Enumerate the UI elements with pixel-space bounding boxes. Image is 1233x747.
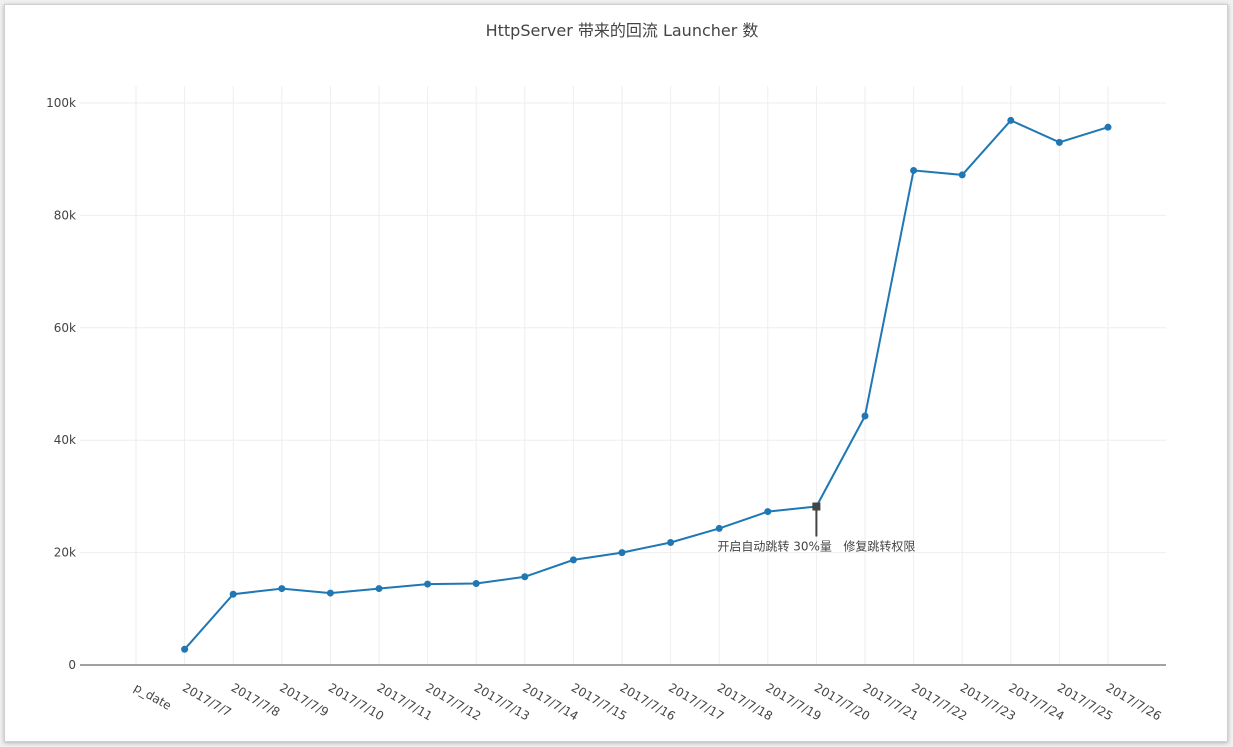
data-point	[569, 556, 577, 564]
gridlines	[80, 86, 1166, 665]
x-axis: p_date 2017/7/72017/7/82017/7/92017/7/102…	[132, 680, 1164, 723]
data-point	[667, 538, 675, 546]
data-point	[764, 508, 772, 516]
y-axis: 0 20k 40k 60k 80k 100k	[46, 96, 76, 672]
data-point	[1055, 138, 1063, 146]
y-tick-label: 20k	[54, 546, 76, 560]
data-point	[229, 590, 237, 598]
data-point	[424, 580, 432, 588]
y-tick-label: 40k	[54, 433, 76, 447]
y-tick-label: 100k	[46, 96, 76, 110]
x-tick-label: 2017/7/26	[1104, 680, 1164, 723]
x-tick-label: p_date	[132, 680, 174, 712]
data-point	[715, 524, 723, 532]
data-point	[521, 573, 529, 581]
data-point	[861, 412, 869, 420]
annotation: 开启自动跳转 30%量 修复跳转权限	[717, 502, 915, 554]
data-point	[1104, 123, 1112, 131]
data-point	[181, 645, 189, 653]
data-point	[1007, 116, 1015, 124]
annotation-text: 开启自动跳转 30%量 修复跳转权限	[717, 539, 915, 554]
data-point	[958, 171, 966, 179]
series-line	[183, 119, 1109, 650]
data-point	[326, 589, 334, 597]
data-point	[375, 585, 383, 593]
y-tick-label: 80k	[54, 208, 76, 222]
data-point	[618, 549, 626, 557]
x-tick-label: 2017/7/8	[229, 680, 283, 719]
y-tick-label: 60k	[54, 321, 76, 335]
annotation-arrow-head	[812, 502, 821, 511]
x-tick-label: 2017/7/9	[277, 680, 331, 719]
data-point	[910, 166, 918, 174]
x-tick-label: 2017/7/7	[180, 680, 234, 719]
y-tick-label: 0	[68, 658, 76, 672]
data-point	[278, 585, 286, 593]
data-point	[472, 580, 480, 588]
data-points	[181, 116, 1112, 653]
chart-title: HttpServer 带来的回流 Launcher 数	[486, 21, 759, 40]
